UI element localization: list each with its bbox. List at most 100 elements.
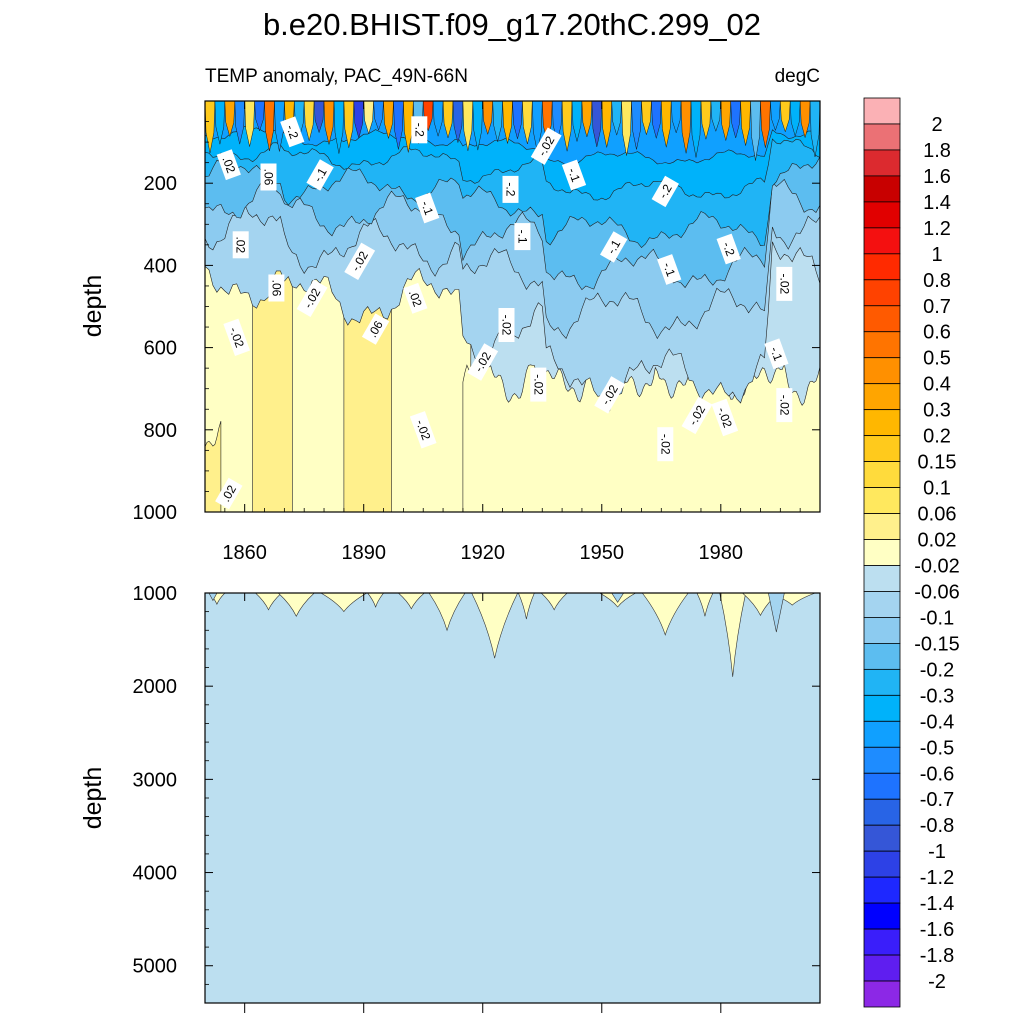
colorbar-swatch xyxy=(863,227,901,255)
surface-cell-20 xyxy=(403,101,414,153)
contour-label-box xyxy=(657,254,682,285)
contour-label: -.02 xyxy=(776,388,793,423)
x-tick-label: 1890 xyxy=(341,542,386,564)
surface-cell-27 xyxy=(472,101,483,151)
surface-cell-41 xyxy=(611,101,622,136)
contour-label-box xyxy=(415,192,440,224)
chart-subtitle-right: degC xyxy=(775,66,820,87)
contour-label-box xyxy=(260,163,277,191)
colorbar-label: -0.7 xyxy=(920,789,954,811)
colorbar-swatch xyxy=(863,798,901,826)
surface-cell-48 xyxy=(680,101,692,154)
colorbar-swatch xyxy=(863,772,901,800)
contour-label: -.02 xyxy=(776,266,793,301)
contour-label-box xyxy=(306,159,334,191)
surface-cell-11 xyxy=(313,101,325,134)
surface-cell-29 xyxy=(492,101,503,142)
contour-label-box xyxy=(651,175,679,208)
lower-warm-tongue xyxy=(518,593,535,620)
colorbar-swatch xyxy=(863,539,901,566)
surface-cell-45 xyxy=(651,101,662,140)
contour-label: .06 xyxy=(260,163,277,191)
colorbar-swatch xyxy=(863,746,901,774)
surface-cell-60 xyxy=(799,101,811,139)
lower-background-band xyxy=(205,593,820,1003)
contour-label-box xyxy=(764,338,789,370)
contour-label-text: -.02 xyxy=(777,395,791,416)
surface-cell-1 xyxy=(214,101,226,145)
contour-label-box xyxy=(561,159,587,191)
surface-cell-15 xyxy=(353,101,364,140)
colorbar-swatch xyxy=(863,331,901,359)
contour-label: .06 xyxy=(361,313,390,345)
contour-label-text: -.1 xyxy=(660,261,678,279)
lower-contour-field xyxy=(205,593,820,1003)
surface-cell-35 xyxy=(551,101,563,142)
contour-label: -.02 xyxy=(223,318,251,357)
surface-cell-54 xyxy=(740,101,751,146)
surface-cell-61 xyxy=(809,101,820,158)
contour-label: .02 xyxy=(232,231,249,259)
colorbar-swatch xyxy=(863,305,901,333)
contour-label: -.02 xyxy=(409,411,437,449)
lower-panel: 1000 2000 3000 4000 5000 depth xyxy=(79,583,821,1013)
lower-y-tick-label: 3000 xyxy=(133,769,178,791)
colorbar-swatch xyxy=(863,617,901,644)
colorbar-label: -0.06 xyxy=(914,582,960,604)
contour-label-box xyxy=(594,376,626,414)
contour-label-text: -.1 xyxy=(418,199,436,217)
contour-label-box xyxy=(268,274,285,302)
contour-label-box xyxy=(502,175,519,203)
contour-label-box xyxy=(403,282,428,314)
x-tick-label: 1920 xyxy=(460,542,505,564)
surface-cell-40 xyxy=(601,101,612,148)
contour-label-text: -.02 xyxy=(413,418,433,443)
colorbar-label: -0.5 xyxy=(920,737,954,759)
colorbar-swatch xyxy=(863,279,901,307)
surface-cell-56 xyxy=(760,101,771,148)
lower-y-tick-label: 1000 xyxy=(133,583,178,605)
contour-label-text: -.1 xyxy=(767,345,785,363)
surface-cell-38 xyxy=(581,101,593,138)
upper-contour-field xyxy=(205,101,820,512)
colorbar-label: 0.06 xyxy=(918,504,957,526)
surface-cell-24 xyxy=(442,101,454,139)
contour-label: -.02 xyxy=(498,308,515,342)
contour-label-text: -.1 xyxy=(604,237,623,256)
lower-y-axis-title: depth xyxy=(79,767,107,830)
colorbar-label: 1.6 xyxy=(923,166,951,188)
contour-label-box xyxy=(514,223,531,251)
colorbar-label: -1.8 xyxy=(920,945,954,967)
colorbar-label: -0.8 xyxy=(920,815,954,837)
surface-cell-12 xyxy=(323,101,335,145)
contour-label-text: .02 xyxy=(234,236,248,253)
lower-warm-tongue xyxy=(719,593,747,677)
chart-title: b.e20.BHIST.f09_g17.20thC.299_02 xyxy=(263,7,761,42)
surface-cell-49 xyxy=(690,101,702,158)
colorbar-label: 1 xyxy=(931,244,942,266)
surface-cell-58 xyxy=(780,101,791,133)
contour-label: -.02 xyxy=(530,367,547,402)
colorbar-swatch xyxy=(863,461,901,488)
colorbar-label: -0.3 xyxy=(920,685,954,707)
contour-label-box xyxy=(232,231,249,259)
surface-cell-53 xyxy=(730,101,741,139)
colorbar-swatch xyxy=(863,97,901,125)
contour-label-box xyxy=(344,242,376,281)
contour-label: -.1 xyxy=(657,254,682,285)
lower-axis-ticks: 1000 2000 3000 4000 5000 xyxy=(133,583,820,1013)
colorbar-swatch xyxy=(863,824,901,852)
contour-label: -.1 xyxy=(764,338,789,370)
y-tick-label: 200 xyxy=(144,173,177,195)
colorbar-label: 2 xyxy=(931,114,942,136)
colorbar-label: 0.8 xyxy=(923,270,951,292)
surface-layer xyxy=(205,101,820,161)
contour-label-box xyxy=(711,398,739,437)
contour-label: .02 xyxy=(216,149,241,181)
contour-label: -.02 xyxy=(711,398,739,437)
colorbar-swatch xyxy=(863,694,901,722)
contour-label-box xyxy=(530,367,547,402)
contour-label-text: -.02 xyxy=(658,434,672,455)
warm-region-1 xyxy=(462,362,820,512)
contour-label-text: -.02 xyxy=(715,405,735,430)
